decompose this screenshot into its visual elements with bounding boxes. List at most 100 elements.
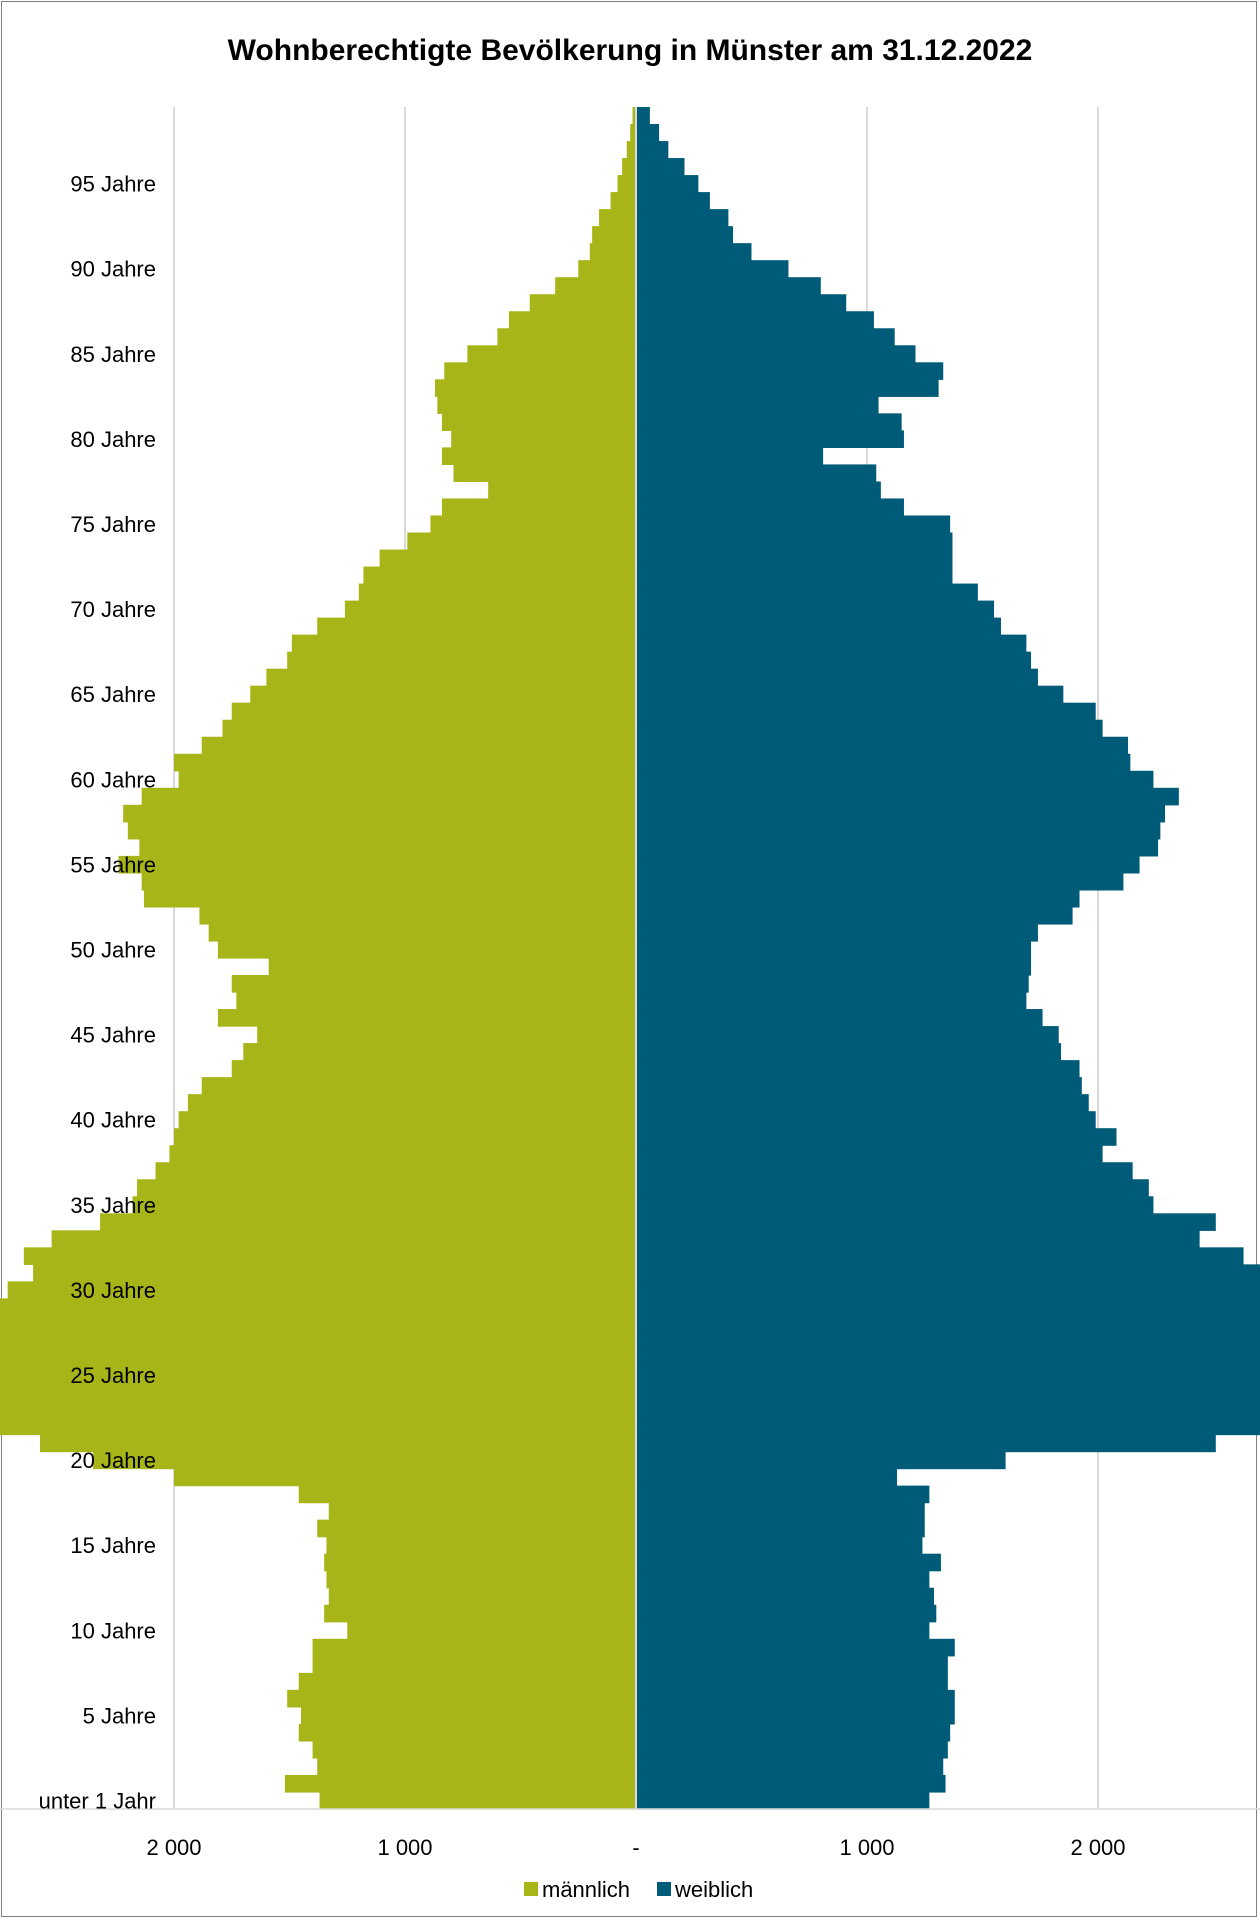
- bar-male: [441, 413, 636, 431]
- bar-female: [636, 328, 895, 346]
- bar-female: [636, 107, 650, 125]
- bar-female: [636, 532, 953, 551]
- bar-male: [441, 498, 636, 517]
- y-tick-label: 45 Jahre: [70, 1023, 156, 1048]
- bar-female: [636, 1196, 1154, 1214]
- bar-female: [636, 1128, 1117, 1146]
- bar-male: [312, 1740, 636, 1759]
- bar-male: [407, 532, 636, 551]
- bar-male: [0, 1298, 636, 1317]
- y-tick-label: 10 Jahre: [70, 1618, 156, 1643]
- bar-female: [636, 175, 699, 193]
- bar-male: [222, 719, 636, 738]
- y-tick-label: unter 1 Jahr: [39, 1788, 156, 1813]
- bar-female: [636, 838, 1159, 857]
- bar-female: [636, 1366, 1260, 1385]
- bar-female: [636, 787, 1179, 806]
- bar-male: [0, 1332, 637, 1351]
- bar-female: [636, 1621, 930, 1640]
- bar-male: [257, 1026, 636, 1044]
- bar-female: [636, 1587, 934, 1606]
- bar-female: [636, 1502, 925, 1521]
- bar-male: [497, 328, 636, 346]
- bar-female: [636, 1553, 941, 1572]
- bar-male: [208, 923, 636, 942]
- bar-male: [217, 940, 636, 959]
- bar-female: [636, 855, 1140, 874]
- bar-female: [636, 260, 789, 278]
- y-tick-label: 85 Jahre: [70, 342, 156, 367]
- bar-male: [592, 226, 636, 244]
- bar-male: [630, 124, 636, 142]
- bar-female: [636, 481, 881, 500]
- bar-male: [23, 1247, 637, 1265]
- bar-male: [610, 192, 636, 210]
- bar-male: [187, 1094, 637, 1112]
- bar-female: [636, 1400, 1260, 1419]
- bar-female: [636, 1451, 1006, 1470]
- legend-swatch-female: [657, 1882, 671, 1896]
- bar-male: [139, 838, 636, 857]
- bar-female: [636, 719, 1103, 738]
- bars: [0, 107, 1260, 1810]
- bar-male: [589, 243, 636, 261]
- bar-female: [636, 1111, 1096, 1129]
- bar-male: [508, 311, 636, 329]
- bar-female: [636, 1247, 1244, 1265]
- bar-male: [287, 651, 636, 670]
- bar-female: [636, 243, 752, 261]
- bar-male: [231, 1060, 636, 1078]
- legend: männlich weiblich: [524, 1877, 753, 1902]
- bar-female: [636, 277, 821, 295]
- bar-male: [441, 447, 636, 466]
- legend-label-male: männlich: [542, 1877, 630, 1902]
- bar-female: [636, 1077, 1082, 1095]
- bar-male: [301, 1706, 636, 1725]
- y-tick-label: 20 Jahre: [70, 1448, 156, 1473]
- bar-male: [435, 379, 636, 397]
- bar-female: [636, 958, 1032, 976]
- bar-male: [328, 1587, 636, 1606]
- bar-male: [174, 1468, 636, 1487]
- bar-male: [0, 1315, 636, 1334]
- bar-female: [636, 583, 978, 602]
- bar-male: [430, 515, 636, 534]
- bar-male: [201, 1077, 636, 1095]
- bar-male: [599, 209, 636, 227]
- bar-male: [266, 668, 636, 687]
- bar-male: [379, 549, 636, 568]
- bar-female: [636, 1519, 925, 1538]
- bar-male: [178, 1111, 636, 1129]
- y-tick-label: 35 Jahre: [70, 1193, 156, 1218]
- bar-male: [201, 736, 636, 755]
- bar-male: [51, 1230, 636, 1248]
- bar-male: [298, 1723, 636, 1742]
- bar-female: [636, 209, 729, 227]
- bar-female: [636, 447, 824, 466]
- y-tick-label: 80 Jahre: [70, 427, 156, 452]
- bar-male: [141, 787, 636, 806]
- bar-male: [118, 855, 636, 874]
- bar-female: [636, 634, 1027, 653]
- bar-female: [636, 1383, 1260, 1402]
- bar-male: [174, 753, 636, 772]
- bar-male: [444, 362, 636, 380]
- bar-male: [231, 702, 636, 721]
- bar-female: [636, 685, 1064, 704]
- bar-female: [636, 1740, 948, 1759]
- bar-male: [33, 1264, 636, 1282]
- bar-male: [0, 1349, 636, 1368]
- bar-male: [344, 600, 636, 619]
- bar-male: [143, 889, 636, 908]
- bar-male: [326, 1536, 636, 1555]
- bar-male: [555, 277, 636, 295]
- bar-female: [636, 1179, 1149, 1197]
- bar-male: [358, 583, 636, 602]
- bar-female: [636, 872, 1124, 891]
- bar-female: [636, 736, 1129, 755]
- bar-female: [636, 1604, 937, 1623]
- bar-female: [636, 549, 953, 568]
- bar-male: [287, 1689, 636, 1708]
- bar-male: [199, 906, 636, 925]
